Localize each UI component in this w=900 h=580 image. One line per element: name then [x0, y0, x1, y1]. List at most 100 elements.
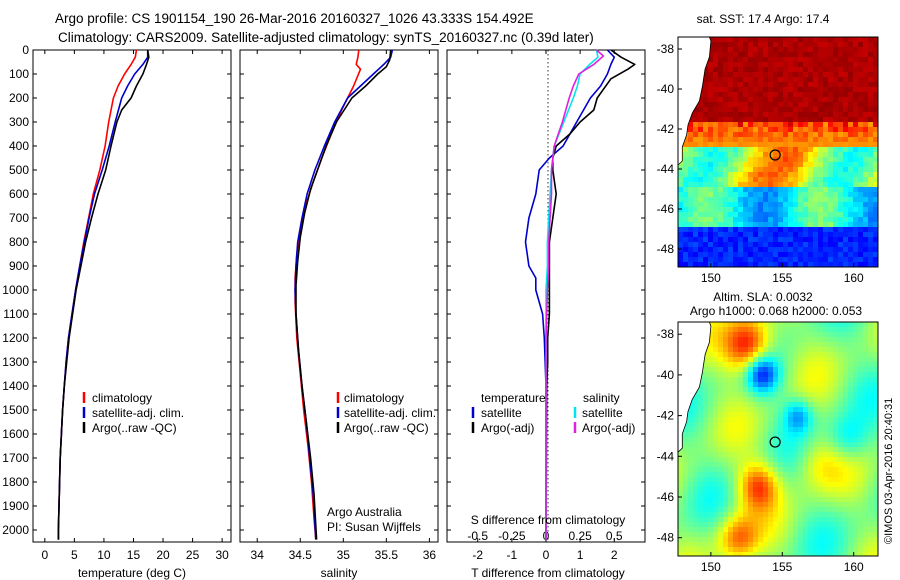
x-tick-label: 34 — [251, 548, 265, 562]
legend-label-t-argo: Argo(-adj) — [481, 421, 534, 435]
float-position-marker — [769, 436, 781, 448]
x-tick-label: 36 — [423, 548, 437, 562]
float-position-marker — [769, 149, 781, 161]
lon-tick-label: 150 — [701, 271, 721, 285]
header-line2: Climatology: CARS2009. Satellite-adjuste… — [58, 30, 594, 45]
series-argo-raw-qc — [295, 49, 392, 540]
sla-map-title-1: Altim. SLA: 0.0032 — [713, 290, 813, 304]
sla-map-ticks: -38 -40 -42 -44 -46 -48 150 155 160 — [657, 327, 864, 574]
x-tick-label: 30 — [215, 548, 229, 562]
annotation-pi: PI: Susan Wijffels — [327, 520, 421, 534]
difference-legend: temperature satellite Argo(-adj) salinit… — [471, 391, 635, 435]
x-tick-label: 0 — [41, 548, 48, 562]
depth-tick-label: 0 — [22, 43, 29, 57]
x-tick-label: 0 — [543, 548, 550, 562]
depth-tick-label: 1500 — [2, 403, 29, 417]
sla-map — [677, 321, 879, 557]
x-tick-label: 20 — [156, 548, 170, 562]
lon-tick-label: 160 — [844, 271, 864, 285]
legend-title-salinity: salinity — [583, 391, 620, 405]
depth-tick-label: 100 — [9, 67, 29, 81]
x-tick-label: 35 — [337, 548, 351, 562]
annotation-argo-australia: Argo Australia — [327, 505, 402, 519]
depth-axis-labels: 0 100 200 300 400 500 600 700 800 900 1000 1100 1200… — [2, 43, 29, 537]
difference-series — [524, 49, 636, 540]
temperature-series — [57, 49, 150, 540]
temperature-legend: climatology satellite-adj. clim. Argo(..… — [82, 391, 184, 435]
depth-tick-label: 1900 — [2, 499, 29, 513]
depth-tick-label: 800 — [9, 235, 29, 249]
salinity-series — [294, 49, 394, 540]
legend-label-satellite: satellite-adj. clim. — [344, 406, 436, 420]
t-difference-x-ticks: -2 -1 0 1 2 — [472, 50, 618, 562]
legend-label-climatology: climatology — [344, 391, 404, 405]
s-difference-xlabel: S difference from climatology — [471, 513, 626, 527]
sst-map-panel: sat. SST: 17.4 Argo: 17.4 -38 -40 -42 -44 -4… — [657, 12, 879, 285]
depth-tick-label: 1400 — [2, 379, 29, 393]
x-tick-label: 25 — [186, 548, 200, 562]
s-diff-tick-label: -0.25 — [498, 529, 526, 543]
salinity-y-ticks — [240, 49, 438, 531]
series-s-argo-adj — [545, 49, 605, 540]
x-tick-label: 15 — [127, 548, 141, 562]
lat-tick-label: -40 — [657, 368, 675, 382]
s-diff-tick-label: 0.5 — [606, 529, 623, 543]
x-tick-label: -1 — [507, 548, 518, 562]
legend-label-argo: Argo(..raw -QC) — [344, 421, 429, 435]
lon-tick-label: 150 — [701, 560, 721, 574]
s-diff-tick-label: -0.5 — [467, 529, 488, 543]
lat-tick-label: -46 — [657, 490, 675, 504]
lat-tick-label: -38 — [657, 42, 675, 56]
salinity-legend: climatology satellite-adj. clim. Argo(..… — [336, 391, 436, 435]
x-tick-label: -2 — [472, 548, 483, 562]
legend-label-s-satellite: satellite — [582, 406, 623, 420]
legend-label-t-satellite: satellite — [481, 406, 522, 420]
x-tick-label: 10 — [97, 548, 111, 562]
depth-tick-label: 1600 — [2, 427, 29, 441]
sst-map — [677, 36, 879, 268]
temperature-y-ticks — [33, 49, 231, 531]
sst-map-title: sat. SST: 17.4 Argo: 17.4 — [697, 12, 830, 26]
temperature-x-ticks: 0 5 10 15 20 25 30 — [41, 50, 229, 562]
lon-tick-label: 160 — [844, 560, 864, 574]
lat-tick-label: -42 — [657, 409, 675, 423]
x-tick-label: 2 — [611, 548, 618, 562]
depth-tick-label: 600 — [9, 187, 29, 201]
salinity-axes-frame — [239, 49, 439, 543]
header-line1: Argo profile: CS 1901154_190 26-Mar-2016… — [55, 11, 534, 26]
depth-tick-label: 2000 — [2, 523, 29, 537]
lat-tick-label: -48 — [657, 242, 675, 256]
salinity-x-ticks: 34 34.5 35 35.5 36 — [251, 50, 437, 562]
lon-tick-label: 155 — [772, 271, 792, 285]
depth-tick-label: 900 — [9, 259, 29, 273]
salinity-xlabel: salinity — [321, 566, 358, 580]
series-argo-raw-qc — [57, 49, 150, 540]
temperature-xlabel: temperature (deg C) — [78, 566, 186, 580]
legend-label-argo: Argo(..raw -QC) — [92, 421, 177, 435]
legend-label-satellite: satellite-adj. clim. — [92, 406, 184, 420]
salinity-panel: 34 34.5 35 35.5 36 salinity climatology sate… — [239, 49, 439, 580]
depth-tick-label: 1700 — [2, 451, 29, 465]
depth-tick-label: 400 — [9, 139, 29, 153]
lat-tick-label: -48 — [657, 531, 675, 545]
lat-tick-label: -44 — [657, 449, 675, 463]
depth-tick-label: 1800 — [2, 475, 29, 489]
temperature-axes-frame — [32, 49, 232, 543]
x-tick-label: 1 — [577, 548, 584, 562]
sla-map-panel: Altim. SLA: 0.0032 Argo h1000: 0.068 h20… — [657, 290, 879, 574]
depth-tick-label: 1200 — [2, 331, 29, 345]
t-difference-xlabel: T difference from climatology — [471, 566, 625, 580]
depth-tick-label: 1000 — [2, 283, 29, 297]
lat-tick-label: -44 — [657, 162, 675, 176]
s-diff-tick-label: 0.25 — [568, 529, 592, 543]
depth-tick-label: 200 — [9, 91, 29, 105]
lat-tick-label: -38 — [657, 327, 675, 341]
legend-label-climatology: climatology — [92, 391, 152, 405]
sst-map-ticks: -38 -40 -42 -44 -46 -48 150 155 160 — [657, 42, 864, 285]
lon-tick-label: 155 — [772, 560, 792, 574]
x-tick-label: 34.5 — [289, 548, 313, 562]
series-t-satellite — [524, 49, 616, 540]
legend-title-temperature: temperature — [481, 391, 546, 405]
difference-panel: -2 -1 0 1 2 -0.5 -0.25 0 0.25 0.5 S difference f… — [446, 49, 646, 580]
